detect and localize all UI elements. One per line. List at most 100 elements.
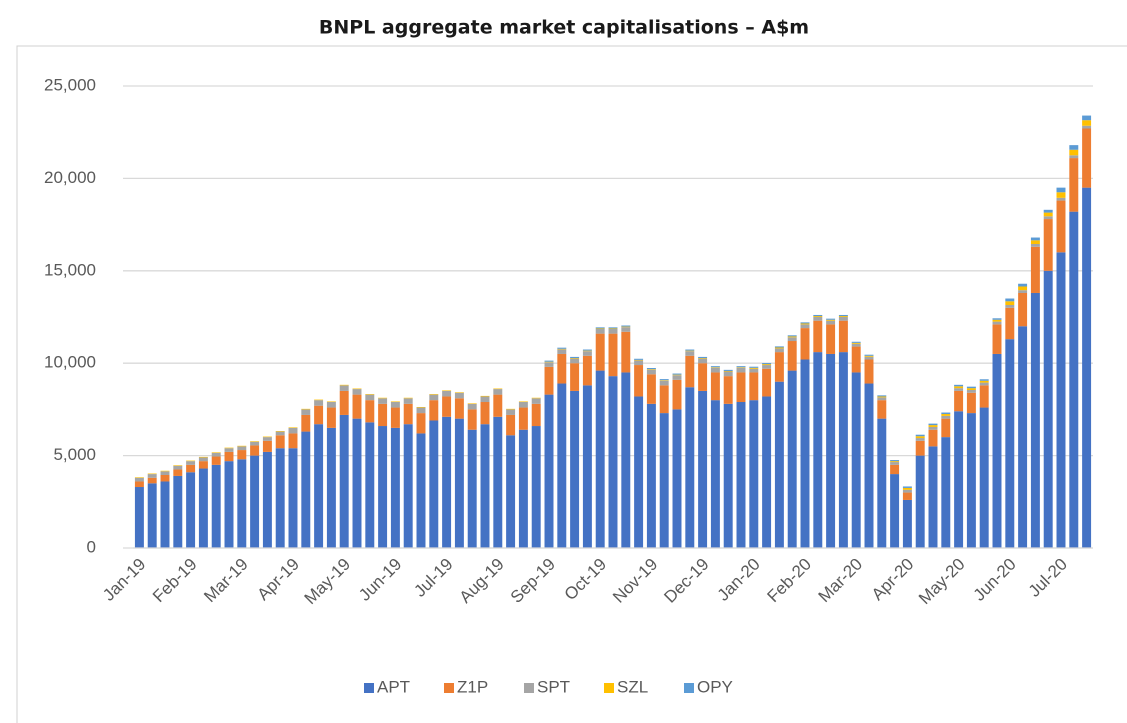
bar-segment: [890, 462, 900, 465]
bar-segment: [979, 380, 989, 383]
bar-segment: [147, 474, 157, 478]
bar-segment: [480, 396, 490, 403]
bar-segment: [941, 412, 951, 415]
bar-segment: [288, 427, 298, 434]
legend-swatch: [364, 683, 374, 693]
bar-segment: [595, 370, 605, 548]
bar-segment: [787, 337, 797, 342]
bar-segment: [915, 440, 925, 456]
bar-segment: [378, 403, 388, 427]
bar-segment: [787, 335, 797, 337]
bar-segment: [928, 426, 938, 430]
bar-segment: [954, 390, 964, 412]
bar-segment: [518, 407, 528, 430]
bar-segment: [147, 473, 157, 475]
bar-segment: [813, 314, 823, 317]
bar-segment: [915, 434, 925, 437]
bar-segment: [762, 365, 772, 369]
bar-segment: [506, 409, 516, 415]
bar-segment: [736, 372, 746, 403]
bar-segment: [480, 402, 490, 425]
bar-segment: [710, 366, 720, 368]
bar-segment: [659, 413, 669, 548]
bar-segment: [467, 403, 477, 410]
bar-segment: [582, 351, 592, 356]
bar-segment: [774, 347, 784, 349]
bar-segment: [429, 400, 439, 421]
bar-segment: [518, 429, 528, 548]
bar-segment: [570, 356, 580, 359]
bar-segment: [749, 400, 759, 548]
bar-segment: [531, 403, 541, 427]
bar-segment: [544, 361, 554, 363]
bar-segment: [250, 441, 260, 446]
bar-segment: [634, 365, 644, 397]
bar-segment: [621, 372, 631, 548]
bar-segment: [954, 388, 964, 391]
bar-segment: [762, 363, 772, 365]
bar-segment: [634, 360, 644, 366]
bar-segment: [826, 324, 836, 354]
bar-segment: [557, 383, 567, 548]
bar-segment: [941, 418, 951, 438]
bar-segment: [826, 318, 836, 320]
bar-segment: [646, 369, 656, 370]
bar-segment: [723, 370, 733, 372]
bar-segment: [698, 390, 708, 548]
bar-segment: [749, 366, 759, 368]
bar-segment: [416, 406, 426, 408]
bar-segment: [1069, 211, 1079, 548]
bar-segment: [237, 445, 247, 447]
bar-segment: [493, 394, 503, 417]
bar-segment: [698, 358, 708, 364]
bar-segment: [826, 353, 836, 548]
bar-segment: [608, 328, 618, 330]
bar-segment: [685, 351, 695, 356]
bar-segment: [851, 342, 861, 344]
bar-segment: [390, 401, 400, 403]
bar-segment: [493, 388, 503, 390]
bar-segment: [198, 457, 208, 462]
bar-segment: [275, 448, 285, 548]
bar-segment: [941, 437, 951, 548]
bar-segment: [211, 456, 221, 465]
bar-segment: [544, 366, 554, 395]
bar-segment: [813, 316, 823, 317]
bar-segment: [979, 379, 989, 381]
bar-segment: [506, 414, 516, 436]
bar-segment: [1018, 283, 1028, 287]
bar-segment: [339, 384, 349, 386]
bar-segment: [672, 379, 682, 410]
bar-segment: [570, 358, 580, 364]
bar-segment: [890, 460, 900, 462]
bar-segment: [275, 431, 285, 436]
bar-segment: [774, 346, 784, 348]
bar-segment: [198, 468, 208, 548]
bar-segment: [557, 347, 567, 349]
bar-segment: [595, 333, 605, 371]
bar-segment: [1069, 145, 1079, 150]
bar-segment: [326, 427, 336, 548]
bar-segment: [838, 316, 848, 317]
bar-segment: [877, 418, 887, 548]
bar-segment: [531, 397, 541, 399]
bar-segment: [621, 331, 631, 373]
bar-segment: [621, 327, 631, 332]
bar-segment: [992, 353, 1002, 548]
bar-segment: [979, 407, 989, 548]
bar-segment: [698, 356, 708, 359]
bar-segment: [659, 380, 669, 386]
legend-label: OPY: [697, 677, 733, 696]
bar-segment: [723, 369, 733, 371]
bar-segment: [429, 420, 439, 548]
bar-segment: [902, 499, 912, 548]
bar-segment: [339, 385, 349, 391]
bar-segment: [314, 424, 324, 548]
bar-segment: [1005, 339, 1015, 548]
bar-segment: [531, 426, 541, 548]
bar-segment: [454, 398, 464, 419]
bar-segment: [979, 385, 989, 408]
bar-segment: [1005, 298, 1015, 302]
bar-segment: [762, 364, 772, 366]
bar-segment: [646, 368, 656, 370]
